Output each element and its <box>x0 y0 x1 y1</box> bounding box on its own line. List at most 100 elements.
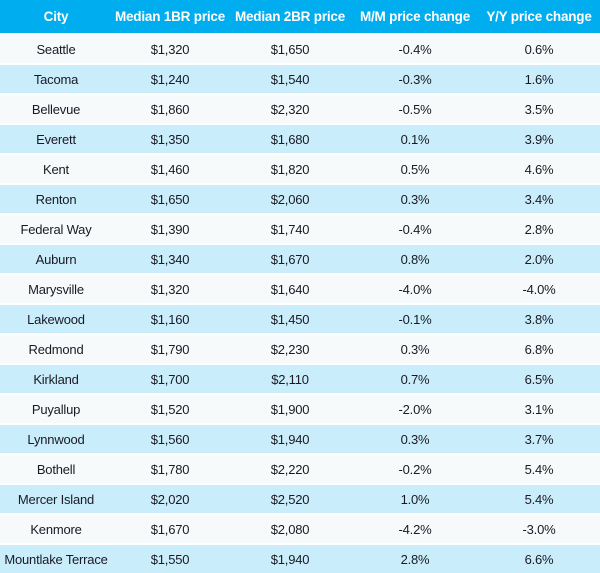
cell-yy-change: 3.5% <box>478 93 600 124</box>
table-row: Federal Way $1,390 $1,740 -0.4% 2.8% <box>0 213 600 244</box>
cell-1br-price: $1,560 <box>112 423 228 454</box>
cell-2br-price: $1,670 <box>228 243 352 274</box>
cell-1br-price: $1,520 <box>112 393 228 424</box>
cell-mm-change: -0.5% <box>352 93 478 124</box>
cell-yy-change: -4.0% <box>478 273 600 304</box>
cell-yy-change: 3.7% <box>478 423 600 454</box>
table-body: Seattle $1,320 $1,650 -0.4% 0.6% Tacoma … <box>0 33 600 573</box>
column-header-2br-price: Median 2BR price <box>228 0 352 34</box>
table-row: Kenmore $1,670 $2,080 -4.2% -3.0% <box>0 513 600 544</box>
table-row: Lynnwood $1,560 $1,940 0.3% 3.7% <box>0 423 600 454</box>
cell-2br-price: $2,520 <box>228 483 352 514</box>
cell-1br-price: $1,160 <box>112 303 228 334</box>
cell-mm-change: -0.2% <box>352 453 478 484</box>
cell-1br-price: $1,390 <box>112 213 228 244</box>
cell-2br-price: $1,820 <box>228 153 352 184</box>
cell-mm-change: -2.0% <box>352 393 478 424</box>
column-header-yy-change: Y/Y price change <box>478 0 600 34</box>
cell-1br-price: $1,460 <box>112 153 228 184</box>
cell-yy-change: 0.6% <box>478 33 600 64</box>
cell-mm-change: 0.7% <box>352 363 478 394</box>
cell-mm-change: 1.0% <box>352 483 478 514</box>
cell-1br-price: $1,350 <box>112 123 228 154</box>
cell-yy-change: 3.4% <box>478 183 600 214</box>
cell-2br-price: $2,080 <box>228 513 352 544</box>
cell-1br-price: $1,790 <box>112 333 228 364</box>
table-row: Everett $1,350 $1,680 0.1% 3.9% <box>0 123 600 154</box>
cell-yy-change: 6.5% <box>478 363 600 394</box>
cell-city: Mountlake Terrace <box>0 543 112 573</box>
cell-yy-change: 4.6% <box>478 153 600 184</box>
table-row: Bothell $1,780 $2,220 -0.2% 5.4% <box>0 453 600 484</box>
cell-mm-change: 0.3% <box>352 423 478 454</box>
cell-2br-price: $1,900 <box>228 393 352 424</box>
column-header-mm-change: M/M price change <box>352 0 478 34</box>
cell-1br-price: $1,860 <box>112 93 228 124</box>
cell-mm-change: -4.2% <box>352 513 478 544</box>
cell-yy-change: -3.0% <box>478 513 600 544</box>
cell-2br-price: $2,110 <box>228 363 352 394</box>
cell-city: Everett <box>0 123 112 154</box>
cell-yy-change: 2.0% <box>478 243 600 274</box>
cell-1br-price: $1,340 <box>112 243 228 274</box>
table-row: Tacoma $1,240 $1,540 -0.3% 1.6% <box>0 63 600 94</box>
column-header-city: City <box>0 0 112 34</box>
table-row: Redmond $1,790 $2,230 0.3% 6.8% <box>0 333 600 364</box>
cell-1br-price: $1,670 <box>112 513 228 544</box>
cell-city: Mercer Island <box>0 483 112 514</box>
cell-2br-price: $1,740 <box>228 213 352 244</box>
cell-city: Kent <box>0 153 112 184</box>
cell-1br-price: $1,650 <box>112 183 228 214</box>
cell-mm-change: -0.4% <box>352 33 478 64</box>
table-row: Kent $1,460 $1,820 0.5% 4.6% <box>0 153 600 184</box>
cell-1br-price: $1,320 <box>112 33 228 64</box>
cell-1br-price: $1,700 <box>112 363 228 394</box>
cell-city: Tacoma <box>0 63 112 94</box>
cell-city: Renton <box>0 183 112 214</box>
cell-yy-change: 2.8% <box>478 213 600 244</box>
cell-mm-change: 2.8% <box>352 543 478 573</box>
cell-yy-change: 5.4% <box>478 453 600 484</box>
cell-city: Seattle <box>0 33 112 64</box>
cell-2br-price: $2,060 <box>228 183 352 214</box>
cell-2br-price: $1,940 <box>228 423 352 454</box>
cell-2br-price: $1,940 <box>228 543 352 573</box>
cell-yy-change: 3.8% <box>478 303 600 334</box>
cell-yy-change: 5.4% <box>478 483 600 514</box>
cell-yy-change: 6.8% <box>478 333 600 364</box>
cell-yy-change: 6.6% <box>478 543 600 573</box>
cell-yy-change: 1.6% <box>478 63 600 94</box>
cell-mm-change: -0.4% <box>352 213 478 244</box>
cell-2br-price: $1,650 <box>228 33 352 64</box>
cell-mm-change: -0.3% <box>352 63 478 94</box>
table-row: Kirkland $1,700 $2,110 0.7% 6.5% <box>0 363 600 394</box>
table-row: Marysville $1,320 $1,640 -4.0% -4.0% <box>0 273 600 304</box>
cell-city: Lakewood <box>0 303 112 334</box>
cell-city: Bothell <box>0 453 112 484</box>
column-header-1br-price: Median 1BR price <box>112 0 228 34</box>
cell-1br-price: $1,550 <box>112 543 228 573</box>
cell-city: Kirkland <box>0 363 112 394</box>
table-row: Auburn $1,340 $1,670 0.8% 2.0% <box>0 243 600 274</box>
cell-2br-price: $2,220 <box>228 453 352 484</box>
cell-2br-price: $1,640 <box>228 273 352 304</box>
cell-city: Bellevue <box>0 93 112 124</box>
cell-city: Redmond <box>0 333 112 364</box>
table-row: Renton $1,650 $2,060 0.3% 3.4% <box>0 183 600 214</box>
cell-1br-price: $1,240 <box>112 63 228 94</box>
cell-yy-change: 3.1% <box>478 393 600 424</box>
cell-city: Lynnwood <box>0 423 112 454</box>
cell-city: Auburn <box>0 243 112 274</box>
cell-mm-change: -0.1% <box>352 303 478 334</box>
cell-1br-price: $1,780 <box>112 453 228 484</box>
cell-1br-price: $1,320 <box>112 273 228 304</box>
cell-city: Federal Way <box>0 213 112 244</box>
cell-mm-change: 0.3% <box>352 333 478 364</box>
cell-2br-price: $2,230 <box>228 333 352 364</box>
cell-city: Puyallup <box>0 393 112 424</box>
table-row: Puyallup $1,520 $1,900 -2.0% 3.1% <box>0 393 600 424</box>
table-row: Mountlake Terrace $1,550 $1,940 2.8% 6.6… <box>0 543 600 573</box>
table-row: Lakewood $1,160 $1,450 -0.1% 3.8% <box>0 303 600 334</box>
